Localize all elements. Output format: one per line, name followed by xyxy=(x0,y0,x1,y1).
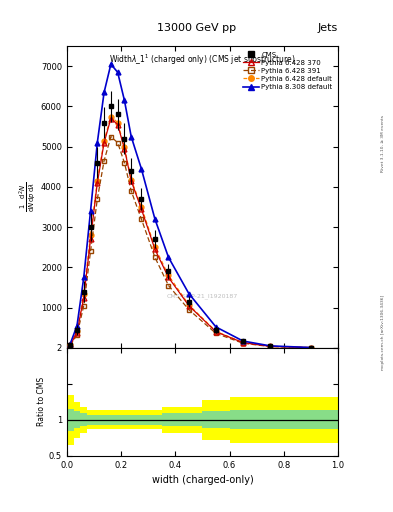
Text: Jets: Jets xyxy=(318,23,338,33)
Text: Width$\lambda$_1$^1$ (charged only) (CMS jet substructure): Width$\lambda$_1$^1$ (charged only) (CMS… xyxy=(109,52,296,67)
Text: Rivet 3.1.10, ≥ 3M events: Rivet 3.1.10, ≥ 3M events xyxy=(381,115,385,172)
Text: mcplots.cern.ch [arXiv:1306.3436]: mcplots.cern.ch [arXiv:1306.3436] xyxy=(381,295,385,370)
Text: 13000 GeV pp: 13000 GeV pp xyxy=(157,23,236,33)
Y-axis label: Ratio to CMS: Ratio to CMS xyxy=(37,377,46,426)
Y-axis label: $\frac{1}{\mathrm{d}N}\frac{\mathrm{d}^2N}{\mathrm{d}p\,\mathrm{d}\lambda}$: $\frac{1}{\mathrm{d}N}\frac{\mathrm{d}^2… xyxy=(18,182,38,212)
Legend: CMS, Pythia 6.428 370, Pythia 6.428 391, Pythia 6.428 default, Pythia 8.308 defa: CMS, Pythia 6.428 370, Pythia 6.428 391,… xyxy=(241,50,334,92)
Text: CMS-SMP-21_I1920187: CMS-SMP-21_I1920187 xyxy=(167,294,238,300)
X-axis label: width (charged-only): width (charged-only) xyxy=(152,475,253,485)
